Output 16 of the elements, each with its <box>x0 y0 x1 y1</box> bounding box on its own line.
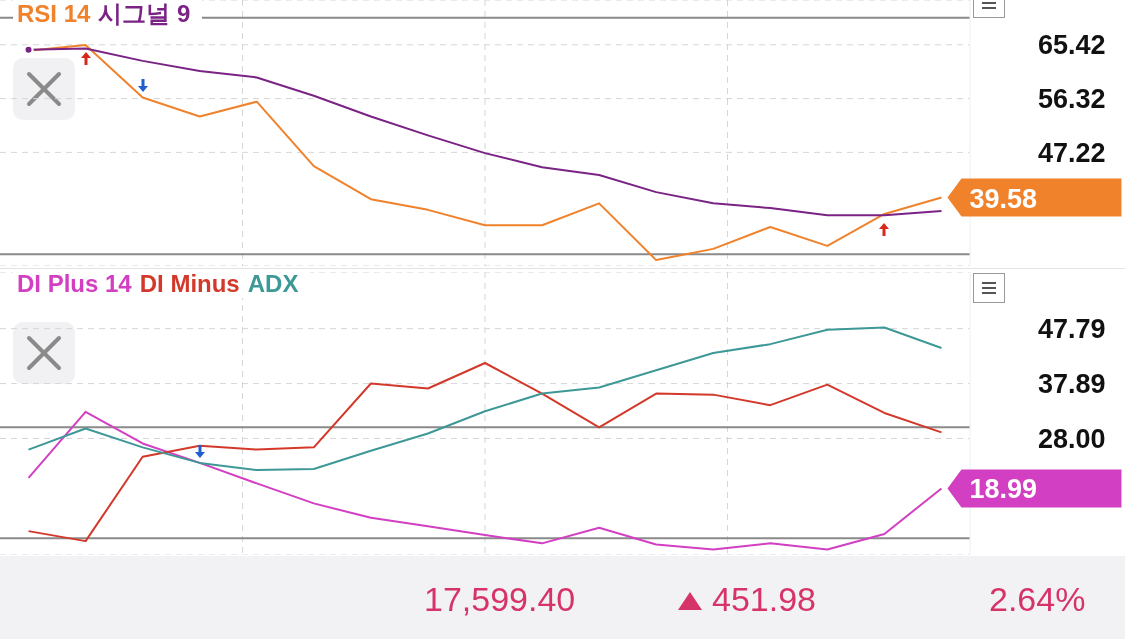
y-tick-label: 56.32 <box>1038 84 1106 115</box>
series-label: 시그널 9 <box>98 0 191 27</box>
y-tick-label: 28.00 <box>1038 424 1106 455</box>
text: DI Minus <box>139 270 240 297</box>
text: 451.98 <box>712 580 816 619</box>
y-tick-label: 47.22 <box>1038 137 1106 168</box>
y-tick-label: 47.79 <box>1038 314 1106 345</box>
text: 2.64% <box>989 580 1086 619</box>
series-label: RSI 14 <box>17 0 91 27</box>
data-label: 39.58 <box>969 183 1038 214</box>
data-label: 18.99 <box>969 474 1038 505</box>
text: DI Plus 14 <box>17 270 132 297</box>
y-tick-label: 37.89 <box>1038 369 1106 400</box>
text: ADX <box>247 270 299 297</box>
y-tick-label: 65.42 <box>1038 30 1106 61</box>
text: 17,599.40 <box>424 580 576 619</box>
